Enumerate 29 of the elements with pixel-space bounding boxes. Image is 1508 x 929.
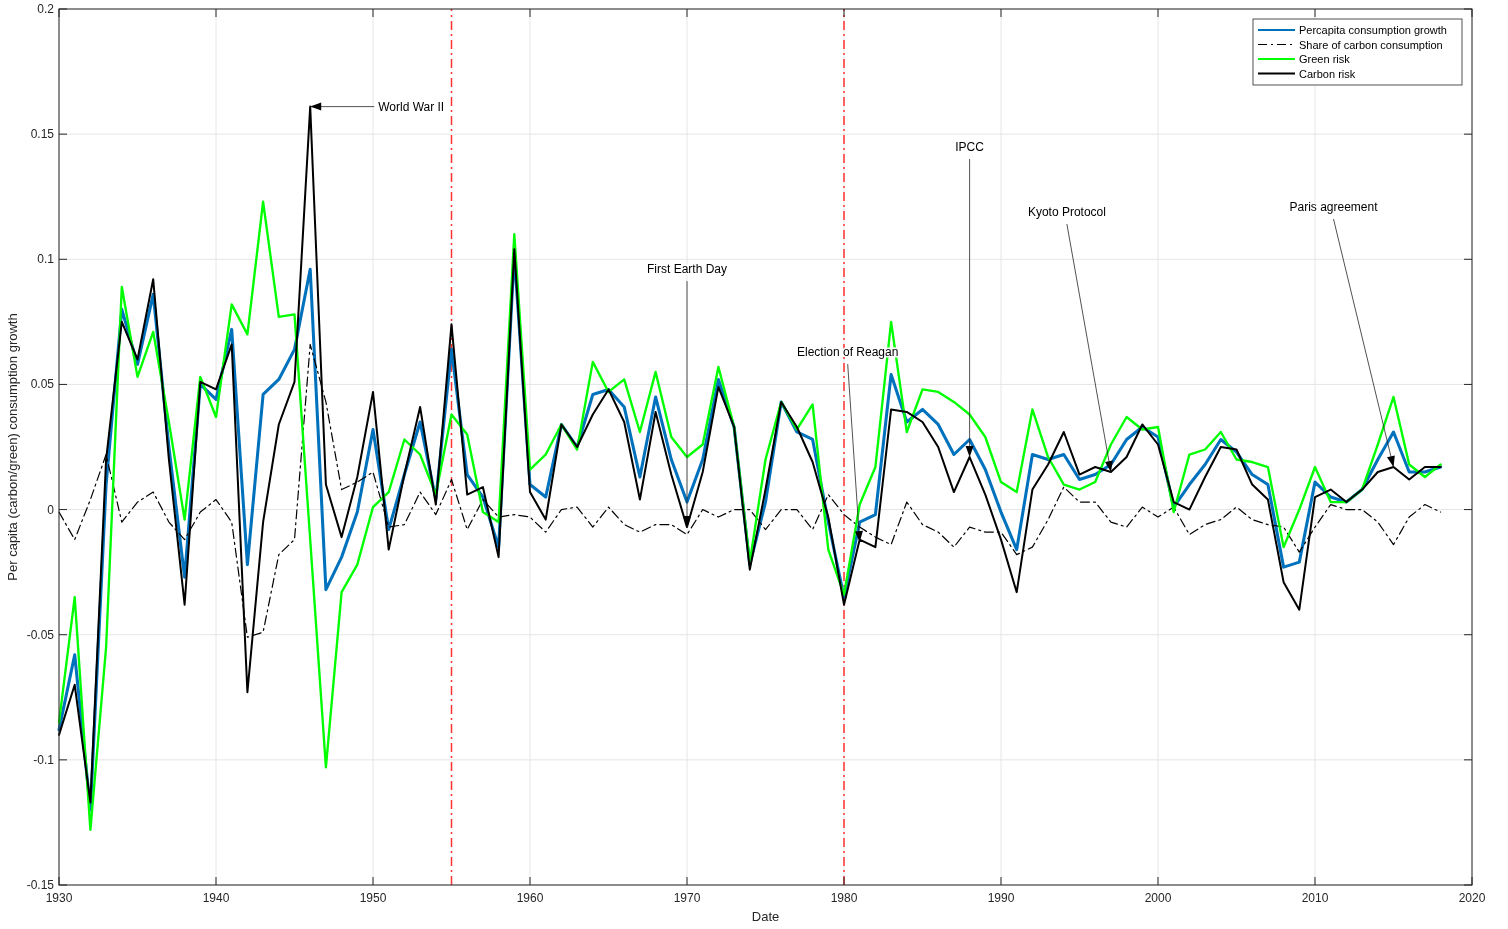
y-tick-label: -0.1 (33, 752, 55, 767)
x-axis-title: Date (751, 909, 780, 924)
x-tick-label: 1980 (830, 891, 858, 905)
y-tick-label: 0.05 (30, 377, 55, 392)
x-tick-label: 1950 (359, 891, 387, 905)
legend-label: Green risk (1299, 53, 1351, 65)
y-tick-label: 0.2 (37, 2, 55, 16)
annotation: Paris agreement (1289, 200, 1379, 215)
y-tick-label: 0 (47, 502, 55, 517)
annotation: Kyoto Protocol (1027, 205, 1106, 220)
legend-label: Percapita consumption growth (1299, 24, 1447, 36)
x-tick-label: 2010 (1301, 891, 1329, 905)
y-tick-label: -0.15 (26, 878, 55, 892)
y-axis-title: Per capita (carbon/green) consumption growth (5, 313, 20, 581)
annotation: World War II (378, 99, 445, 114)
x-tick-label: 1930 (45, 891, 73, 905)
legend-label: Carbon risk (1299, 67, 1356, 80)
legend-label: Share of carbon consumption (1299, 38, 1443, 51)
y-tick-label: -0.05 (26, 627, 55, 642)
x-tick-label: 1960 (516, 891, 544, 905)
annotation: First Earth Day (646, 262, 728, 277)
x-tick-label: 1970 (673, 891, 701, 905)
y-tick-label: 0.15 (30, 127, 55, 142)
y-tick-label: 0.1 (37, 252, 55, 267)
x-tick-label: 1940 (202, 891, 230, 905)
x-tick-label: 1990 (987, 891, 1015, 905)
x-tick-label: 2000 (1144, 891, 1172, 905)
annotation: IPCC (955, 140, 985, 155)
x-tick-label: 2020 (1458, 891, 1486, 905)
